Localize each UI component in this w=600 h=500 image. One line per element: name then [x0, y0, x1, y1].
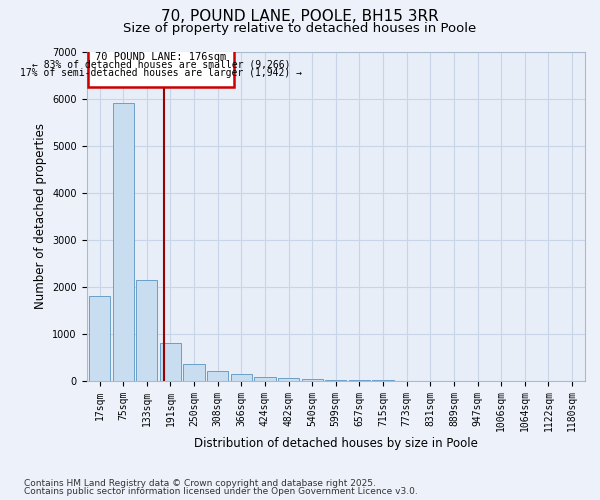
Bar: [113, 103, 134, 380]
Bar: [278, 378, 299, 380]
Bar: [160, 343, 181, 380]
Text: Contains public sector information licensed under the Open Government Licence v3: Contains public sector information licen…: [24, 487, 418, 496]
Bar: [207, 371, 229, 380]
Text: 17% of semi-detached houses are larger (1,942) →: 17% of semi-detached houses are larger (…: [20, 68, 302, 78]
Bar: [230, 374, 252, 380]
X-axis label: Distribution of detached houses by size in Poole: Distribution of detached houses by size …: [194, 437, 478, 450]
Text: Size of property relative to detached houses in Poole: Size of property relative to detached ho…: [124, 22, 476, 35]
Text: ← 83% of detached houses are smaller (9,266): ← 83% of detached houses are smaller (9,…: [32, 60, 290, 70]
Bar: [302, 379, 323, 380]
Bar: [89, 296, 110, 380]
Text: 70, POUND LANE, POOLE, BH15 3RR: 70, POUND LANE, POOLE, BH15 3RR: [161, 9, 439, 24]
Y-axis label: Number of detached properties: Number of detached properties: [34, 123, 47, 309]
Bar: [136, 280, 157, 380]
Text: Contains HM Land Registry data © Crown copyright and database right 2025.: Contains HM Land Registry data © Crown c…: [24, 478, 376, 488]
Bar: [184, 364, 205, 380]
Text: 70 POUND LANE: 176sqm: 70 POUND LANE: 176sqm: [95, 52, 227, 62]
FancyBboxPatch shape: [88, 49, 234, 87]
Bar: [254, 377, 275, 380]
